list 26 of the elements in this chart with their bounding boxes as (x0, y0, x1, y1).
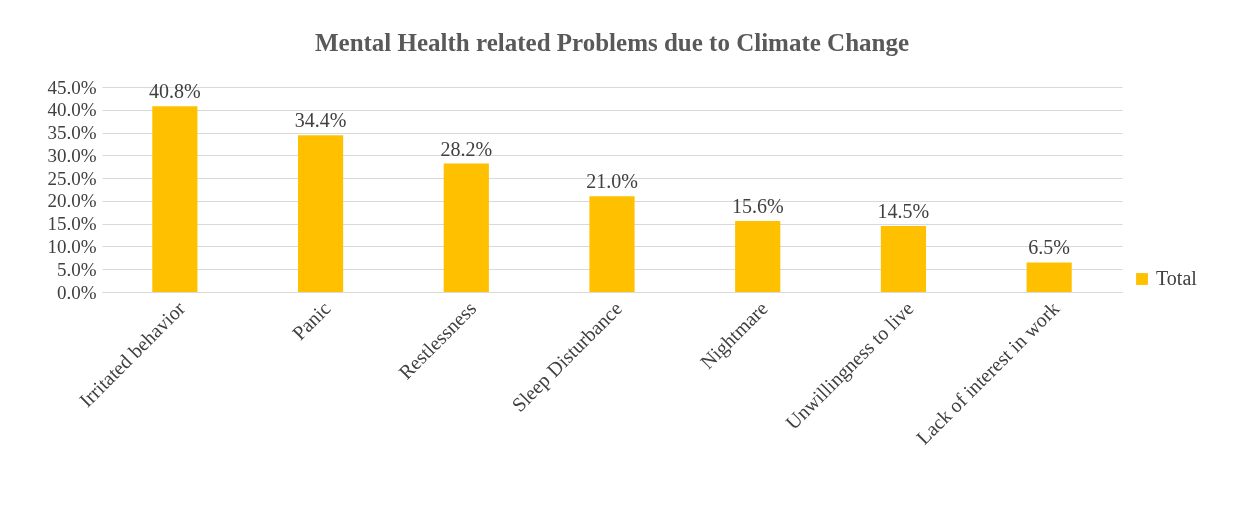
data-label: 6.5% (1028, 236, 1070, 259)
data-label: 34.4% (294, 109, 347, 132)
data-label: 14.5% (877, 199, 930, 222)
y-tick-label: 0.0% (56, 281, 97, 303)
y-tick-label: 20.0% (47, 190, 97, 212)
chart-title: Mental Health related Problems due to Climate Change (314, 29, 910, 56)
bar (880, 225, 927, 292)
y-tick-label: 25.0% (47, 167, 97, 189)
data-label: 40.8% (149, 80, 201, 103)
data-label: 21.0% (586, 170, 638, 193)
bar (589, 196, 635, 292)
bar (1026, 262, 1072, 292)
data-label: 28.2% (440, 137, 493, 160)
bar (443, 163, 489, 292)
legend-label: Total (1156, 267, 1198, 289)
y-tick-label: 45.0% (47, 76, 97, 98)
bar (152, 106, 198, 292)
y-tick-label: 5.0% (56, 258, 97, 280)
y-tick-label: 10.0% (47, 235, 97, 257)
bar (735, 220, 781, 292)
y-tick-label: 30.0% (47, 144, 97, 166)
y-tick-label: 15.0% (47, 213, 97, 235)
y-tick-label: 35.0% (47, 122, 97, 144)
data-label: 15.6% (731, 194, 784, 217)
y-tick-label: 40.0% (47, 99, 97, 121)
bar (297, 135, 344, 292)
